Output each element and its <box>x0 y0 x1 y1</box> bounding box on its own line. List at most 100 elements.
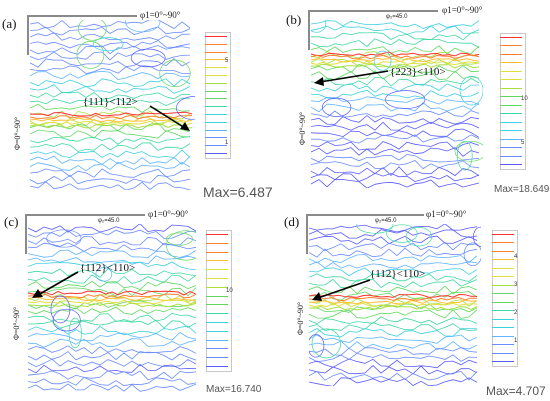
peak-contour <box>28 302 196 308</box>
contour-loop <box>92 37 124 52</box>
panel-c: (c) φ₂=45.0 φ1=0°~90° Φ=0°~90° {112}<110… <box>0 200 275 401</box>
contour-line <box>311 45 480 55</box>
orientation-arrow <box>32 271 79 298</box>
contour-line <box>30 161 191 172</box>
contour-loop <box>385 90 426 109</box>
contour-line <box>28 274 196 285</box>
contour-line <box>28 351 196 361</box>
colorbar-tick: 2 <box>514 310 518 316</box>
colorbar-frame <box>206 230 232 372</box>
contour-line <box>309 334 478 344</box>
contour-loop <box>68 317 82 349</box>
colorbar-level <box>492 267 514 269</box>
contour-line <box>309 340 478 350</box>
contour-loop <box>159 59 191 87</box>
peak-contour <box>28 293 196 299</box>
contour-line <box>309 322 478 331</box>
contour-loop <box>77 20 107 41</box>
phi1-axis-line <box>27 15 137 17</box>
max-value-label: Max=6.487 <box>203 184 273 200</box>
colorbar-level <box>205 36 227 37</box>
contour-line <box>311 154 480 163</box>
contour-loop <box>311 20 327 33</box>
colorbar-level <box>206 339 228 341</box>
colorbar-level <box>500 147 522 149</box>
contour-line <box>30 136 191 145</box>
contour-line <box>30 168 191 178</box>
contour-line <box>311 147 480 157</box>
contour-line <box>311 64 480 74</box>
contour-line <box>309 267 478 277</box>
contour-loop <box>373 50 392 71</box>
colorbar-level <box>205 90 227 92</box>
contour-line <box>28 224 196 233</box>
colorbar-level <box>206 269 228 271</box>
contour-loop <box>463 242 481 267</box>
colorbar-tick: 1 <box>225 140 229 146</box>
colorbar-level <box>492 293 514 295</box>
max-value-label: Max=4.707 <box>486 384 546 398</box>
colorbar-level <box>492 276 514 278</box>
colorbar-level <box>500 104 522 106</box>
contour-line <box>30 26 191 36</box>
colorbar-level <box>206 260 228 262</box>
contour-loop <box>95 267 113 282</box>
contour-map <box>30 20 195 190</box>
contour-line <box>30 142 191 152</box>
contour-line <box>309 352 478 363</box>
panel-label: (d) <box>284 214 300 229</box>
contour-line <box>311 57 480 68</box>
contour-line <box>28 242 196 252</box>
peak-contour <box>309 293 478 298</box>
contour-loop <box>46 229 82 248</box>
contour-loop <box>52 308 81 332</box>
colorbar-level <box>205 82 227 84</box>
colorbar-tick: 10 <box>521 96 528 102</box>
contour-loop <box>130 48 166 68</box>
colorbar-level <box>205 75 227 76</box>
max-value-label: Max=16.740 <box>206 384 262 395</box>
contour-map <box>311 20 483 188</box>
contour-line <box>30 51 191 61</box>
colorbar-level <box>205 145 227 147</box>
panel-label: (a) <box>2 16 17 31</box>
colorbar-level <box>492 361 514 362</box>
contour-line <box>309 254 478 264</box>
colorbar-tick: 5 <box>225 58 229 64</box>
contour-line <box>311 38 480 48</box>
peak-contour <box>30 123 193 129</box>
colorbar-level <box>492 327 514 329</box>
colorbar-level <box>492 344 514 346</box>
contour-line <box>28 383 196 392</box>
colorbar-frame <box>492 230 518 367</box>
contour-line <box>311 121 480 131</box>
contour-line <box>28 280 196 290</box>
phi1-axis-label: φ1=0°~90° <box>426 209 467 219</box>
contour-line <box>30 110 191 120</box>
colorbar <box>206 230 232 372</box>
peak-contour <box>311 54 480 60</box>
contour-line <box>311 89 480 100</box>
contour-line <box>311 115 480 125</box>
colorbar-level <box>500 79 522 81</box>
contour-line <box>311 96 480 106</box>
contour-loop <box>125 20 161 33</box>
contour-line <box>311 134 480 144</box>
colorbar <box>492 230 518 367</box>
contour-line <box>30 78 191 88</box>
colorbar-level <box>206 242 228 244</box>
contour-line <box>30 32 191 41</box>
colorbar-level <box>206 348 228 350</box>
contour-line <box>311 25 480 35</box>
peak-contour <box>309 302 478 308</box>
peak-contour <box>309 305 478 311</box>
colorbar-level <box>500 70 522 72</box>
colorbar-level <box>205 129 227 131</box>
colorbar-level <box>492 335 514 337</box>
colorbar-level <box>205 153 227 154</box>
colorbar <box>500 33 526 170</box>
colorbar-level <box>205 121 227 123</box>
contour-line <box>28 370 196 381</box>
panel-a: (a) φ1=0°~90° Φ=0°~90° {111}<112> 5 1 Ma… <box>0 0 275 200</box>
contour-line <box>311 128 480 138</box>
